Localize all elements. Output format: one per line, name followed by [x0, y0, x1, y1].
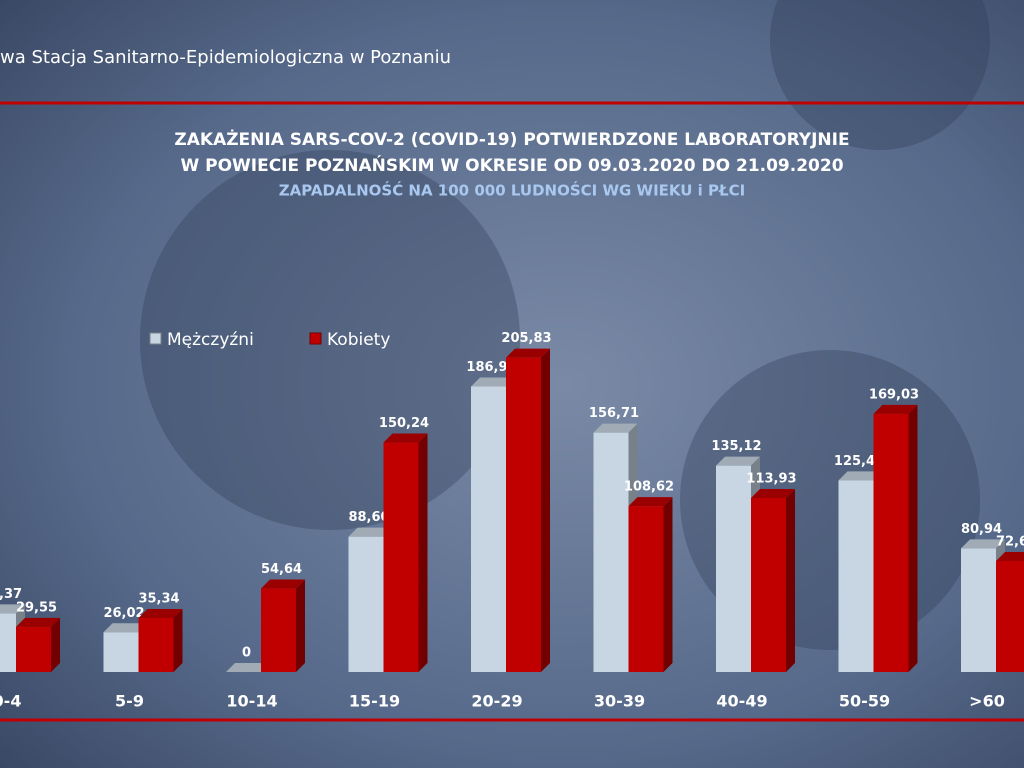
bar-face: [873, 404, 918, 414]
value-label: 80,94: [961, 522, 1002, 537]
bar-face: [628, 506, 664, 672]
x-tick-label: >60: [969, 692, 1005, 711]
bar-face: [663, 497, 673, 672]
value-label: 29,55: [16, 600, 57, 615]
value-label: 125,49: [834, 454, 884, 469]
value-label: 113,93: [746, 471, 796, 486]
bar-face: [751, 497, 786, 672]
bar-face: [16, 617, 60, 627]
bar-face: [961, 548, 996, 672]
bar: [261, 579, 305, 672]
bar-face: [0, 604, 25, 614]
value-label: 72,68: [996, 534, 1024, 549]
virus-shape: [770, 0, 990, 150]
bar-face: [348, 527, 393, 537]
bar-face: [103, 623, 148, 633]
x-tick-label: 40-49: [716, 692, 767, 711]
source: wa Stacja Sanitarno-Epidemiologiczna w P…: [0, 47, 451, 68]
bar: [383, 433, 428, 672]
bar-face: [261, 588, 296, 672]
legend-swatch: [149, 332, 162, 345]
x-tick-label: 15-19: [349, 692, 400, 711]
bar-face: [0, 613, 16, 672]
value-label: 108,62: [624, 480, 674, 495]
legend-label: Kobiety: [327, 330, 390, 350]
bar-face: [226, 663, 270, 672]
bar-face: [138, 618, 174, 672]
value-label: 150,24: [379, 416, 429, 431]
bar-face: [628, 497, 673, 507]
value-label: 54,64: [261, 562, 302, 577]
chart-subtitle: ZAPADALNOŚĆ NA 100 000 LUDNOŚCI WG WIEKU…: [279, 181, 746, 200]
value-label: 88,60: [348, 510, 389, 525]
bar-face: [103, 632, 139, 672]
bar: [138, 609, 183, 672]
bar: [996, 551, 1024, 672]
value-label: 0: [242, 646, 251, 661]
bar: [506, 348, 550, 672]
value-label: 186,92: [466, 360, 516, 375]
bar-face: [506, 348, 550, 358]
x-tick-label: 20-29: [471, 692, 522, 711]
bar-face: [418, 433, 428, 672]
bar-face: [593, 423, 638, 433]
bar: [751, 488, 795, 672]
bar-face: [838, 471, 883, 481]
bar-face: [786, 488, 795, 672]
value-label: 35,34: [138, 592, 179, 607]
bar-face: [471, 386, 506, 672]
legend-label: Mężczyźni: [167, 330, 254, 350]
legend-swatch: [309, 332, 322, 345]
bar-face: [593, 432, 629, 672]
value-label: 38,37: [0, 587, 22, 602]
bar-face: [751, 488, 795, 498]
bar-face: [838, 480, 874, 672]
bar: [226, 663, 270, 672]
value-label: 156,71: [589, 406, 639, 421]
bar-face: [471, 377, 515, 387]
x-tick-label: 10-14: [226, 692, 277, 711]
value-label: 26,02: [103, 606, 144, 621]
bar-face: [51, 617, 60, 672]
bar-face: [996, 560, 1024, 672]
bar-face: [716, 465, 751, 672]
x-tick-label: 50-59: [839, 692, 890, 711]
bar-face: [296, 579, 305, 672]
bar-face: [873, 413, 909, 672]
bar-face: [908, 404, 918, 672]
bar-face: [383, 433, 428, 443]
bar: [16, 617, 60, 672]
bar: [873, 404, 918, 672]
value-label: 169,03: [869, 387, 919, 402]
x-tick-label: 30-39: [594, 692, 645, 711]
bar-face: [716, 456, 760, 466]
value-label: 135,12: [711, 439, 761, 454]
bar: [628, 497, 673, 672]
x-tick-label: 0-4: [0, 692, 21, 711]
x-tick-label: 5-9: [115, 692, 144, 711]
bar-face: [138, 609, 183, 619]
chart-title: W POWIECIE POZNAŃSKIM W OKRESIE OD 09.03…: [180, 154, 843, 176]
bar-face: [996, 551, 1024, 561]
value-label: 205,83: [501, 331, 551, 346]
bar-face: [173, 609, 183, 672]
bar-face: [383, 442, 419, 672]
bar-face: [961, 539, 1005, 549]
chart-title: ZAKAŻENIA SARS-COV-2 (COVID-19) POTWIERD…: [174, 128, 849, 150]
bar-face: [261, 579, 305, 589]
bar-face: [541, 348, 550, 672]
bar-face: [348, 536, 384, 672]
bar-face: [16, 626, 51, 672]
bar-face: [506, 357, 541, 672]
